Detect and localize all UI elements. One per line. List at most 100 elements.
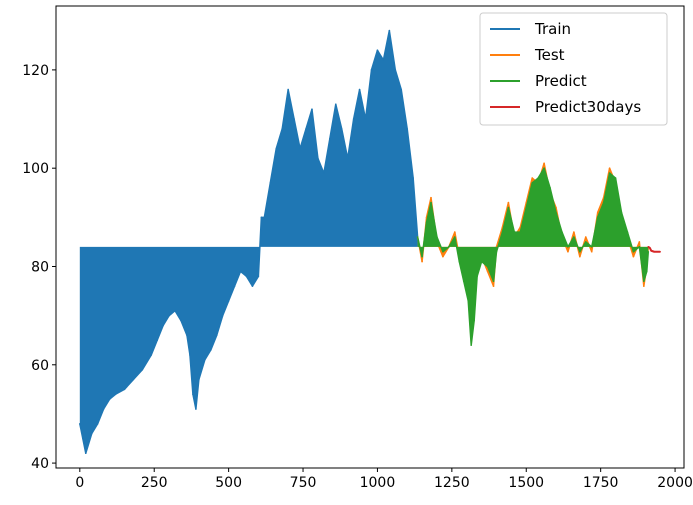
series-train-point [346,157,349,160]
series-predict-point [416,236,419,238]
series-train-point [204,359,206,361]
series-predict30days [647,245,661,253]
series-train-point [156,339,158,342]
series-predict-point [602,201,605,204]
series-predict-point [454,236,456,238]
series-test-point [590,250,593,253]
series-predict-point [525,206,528,209]
series-predict-point [513,231,516,233]
legend-label-test: Test [534,46,565,64]
series-train-point [269,182,272,184]
series-train-point [281,128,283,130]
series-test-point [430,196,432,199]
series-predict-point [495,250,498,253]
series-test-point [608,167,611,169]
series-predict-point [590,246,593,248]
series-predict-point [436,236,438,238]
series-predict-point [507,206,510,209]
series-predict-point [492,280,495,283]
y-tick-label: 100 [22,161,49,177]
x-tick-label: 1000 [360,475,396,491]
series-train-point [329,137,331,140]
series-train-point [96,422,99,425]
series-train-point [239,270,242,273]
series-train-point [305,128,307,130]
series-predict-point [458,260,461,263]
series-train-point [221,314,224,317]
x-tick-label: 0 [75,475,84,491]
series-predict-point [537,177,539,179]
x-tick-label: 1250 [434,475,470,491]
series-train-point [358,88,361,91]
series-train-point [90,432,93,435]
series-train-point [108,398,111,400]
series-layer [79,29,661,455]
series-predict30days-point [650,249,653,252]
series-train-point [251,285,254,287]
series-predict30days-point [648,247,651,249]
series-train-point [400,88,403,91]
series-predict30days-point [656,250,659,253]
series-test-point [442,255,444,258]
x-tick-label: 250 [141,475,168,491]
series-train-point [162,324,164,327]
series-predict-point [421,255,423,258]
series-train-point [192,393,194,396]
series-test-point [492,285,495,287]
series-train-point [174,309,176,312]
series-train-point [287,88,289,91]
series-train-point [150,354,153,356]
series-predict [416,167,650,346]
series-predict-point [486,265,489,268]
series-predict-point [501,231,504,233]
series-train-point [406,128,409,130]
series-train-point [352,118,355,120]
y-tick-label: 120 [22,63,49,79]
series-train-point [195,408,197,410]
plot-frame [55,5,685,469]
series-predict-point [531,182,534,184]
series-test-point [579,255,581,258]
series-predict30days-point [647,246,650,248]
series-test-point [507,201,510,204]
series-train-point [257,275,260,278]
series-train-point [388,29,391,32]
series-predict-point [638,246,641,248]
series-train-point [180,319,182,322]
series-train-point [299,147,301,150]
series-train-point [394,69,397,71]
series-train-point [84,452,87,455]
series-test-point [596,211,599,214]
series-train-point [186,334,188,337]
series-train-point [370,69,373,71]
series-predict-point [543,167,545,169]
series-predict-point [567,246,569,248]
series-train-point [79,422,81,425]
series-predict30days-point [659,250,661,253]
series-train-point [293,118,295,120]
series-predict-point [579,250,581,253]
series-predict-point [626,231,629,233]
legend-label-train: Train [534,20,571,38]
series-train-point [275,147,278,150]
series-test-point [638,241,641,243]
series-train-point [382,59,385,61]
series-train-point [263,216,266,219]
y-tick-label: 60 [31,358,49,374]
series-predict-point [473,319,475,322]
x-tick-label: 500 [215,475,242,491]
series-train-line [79,29,419,455]
series-train-point [412,177,414,179]
legend-box [479,12,668,126]
series-test-point [643,285,645,287]
series-test-point [531,177,534,179]
series-train-point [189,354,191,356]
series-predict-point [430,201,432,204]
legend-label-predict30days: Predict30days [535,98,641,116]
series-train-point [114,393,117,396]
y-axis: 40 60 80 100 120 [22,63,56,472]
series-train-point [311,108,313,111]
series-predict-point [425,221,428,224]
series-test-point [567,250,569,253]
series-predict-point [448,246,450,248]
